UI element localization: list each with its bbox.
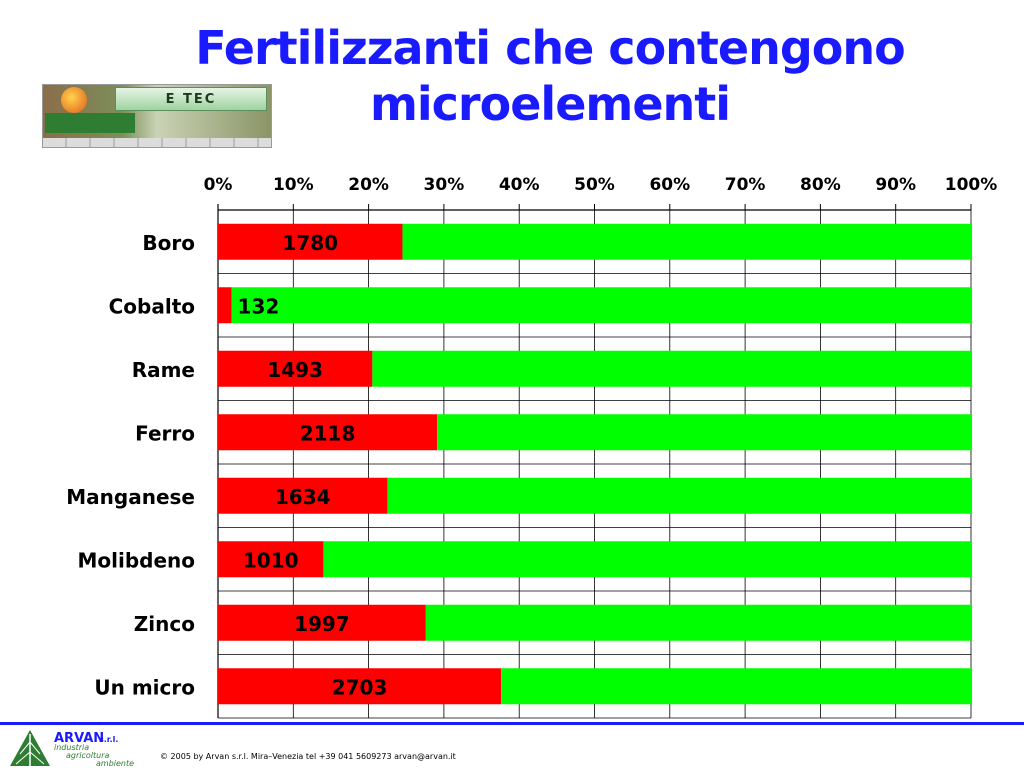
footer-divider — [0, 722, 1024, 725]
logo-banner: E TEC — [115, 87, 267, 111]
bar-segment-remainder — [323, 541, 971, 578]
data-label: 1634 — [275, 485, 331, 509]
bar-segment-value — [218, 604, 426, 641]
data-label: 1010 — [243, 548, 299, 572]
data-label: 1997 — [294, 612, 350, 636]
slide-title: Fertilizzanti che contengono microelemen… — [195, 21, 906, 131]
bar-segment-remainder — [402, 223, 971, 260]
data-label: 2118 — [300, 421, 356, 445]
category-label: Zinco — [134, 612, 195, 636]
x-tick-label: 60% — [649, 175, 690, 195]
bar-segment-remainder — [437, 414, 971, 451]
logo-wordmark — [45, 113, 135, 133]
category-label: Un micro — [94, 675, 195, 699]
bar-segment-remainder — [372, 350, 971, 387]
category-label: Molibdeno — [77, 548, 195, 572]
data-label: 1780 — [282, 231, 338, 255]
bar-segment-value — [218, 414, 438, 451]
bar-segment-remainder — [501, 668, 971, 705]
x-tick-label: 90% — [875, 175, 916, 195]
bar-segment-remainder — [387, 477, 971, 514]
footer-tag-ambiente: ambiente — [96, 759, 134, 768]
x-tick-label: 40% — [499, 175, 540, 195]
data-label: 132 — [238, 294, 280, 318]
arvan-logo: ARVAN s.r.l. industria agricoltura ambie… — [10, 730, 134, 768]
bar-segment-remainder — [425, 604, 971, 641]
footer-company: ARVAN — [54, 731, 104, 746]
x-tick-label: 20% — [348, 175, 389, 195]
bar-segment-value — [218, 287, 232, 324]
data-label: 1493 — [267, 358, 323, 382]
sun-badge-icon — [61, 87, 87, 113]
footer-tag-industria: industria — [54, 743, 89, 752]
x-tick-label: 80% — [800, 175, 841, 195]
bar-segment-remainder — [231, 287, 971, 324]
logo-nav-strip — [43, 138, 271, 147]
bar-segment-value — [218, 541, 324, 578]
x-tick-label: 50% — [574, 175, 615, 195]
x-tick-label: 0% — [204, 175, 233, 195]
footer-company-suffix: s.r.l. — [99, 735, 118, 744]
data-label: 2703 — [332, 675, 388, 699]
category-label: Ferro — [135, 421, 195, 445]
bar-segment-value — [218, 477, 388, 514]
category-label: Manganese — [66, 485, 195, 509]
eftec-logo: E TEC — [42, 84, 272, 148]
bar-segment-value — [218, 350, 373, 387]
footer-copyright: © 2005 by Arvan s.r.l. Mira–Venezia tel … — [160, 752, 456, 761]
x-tick-label: 10% — [273, 175, 314, 195]
footer-tag-agricoltura: agricoltura — [66, 751, 110, 760]
category-label: Boro — [142, 231, 195, 255]
x-tick-label: 70% — [725, 175, 766, 195]
category-label: Rame — [132, 358, 195, 382]
x-tick-label: 100% — [945, 175, 998, 195]
bar-segment-value — [218, 668, 502, 705]
x-tick-label: 30% — [424, 175, 465, 195]
category-label: Cobalto — [109, 294, 195, 318]
leaf-triangle-icon — [10, 730, 50, 766]
bar-segment-value — [218, 223, 403, 260]
